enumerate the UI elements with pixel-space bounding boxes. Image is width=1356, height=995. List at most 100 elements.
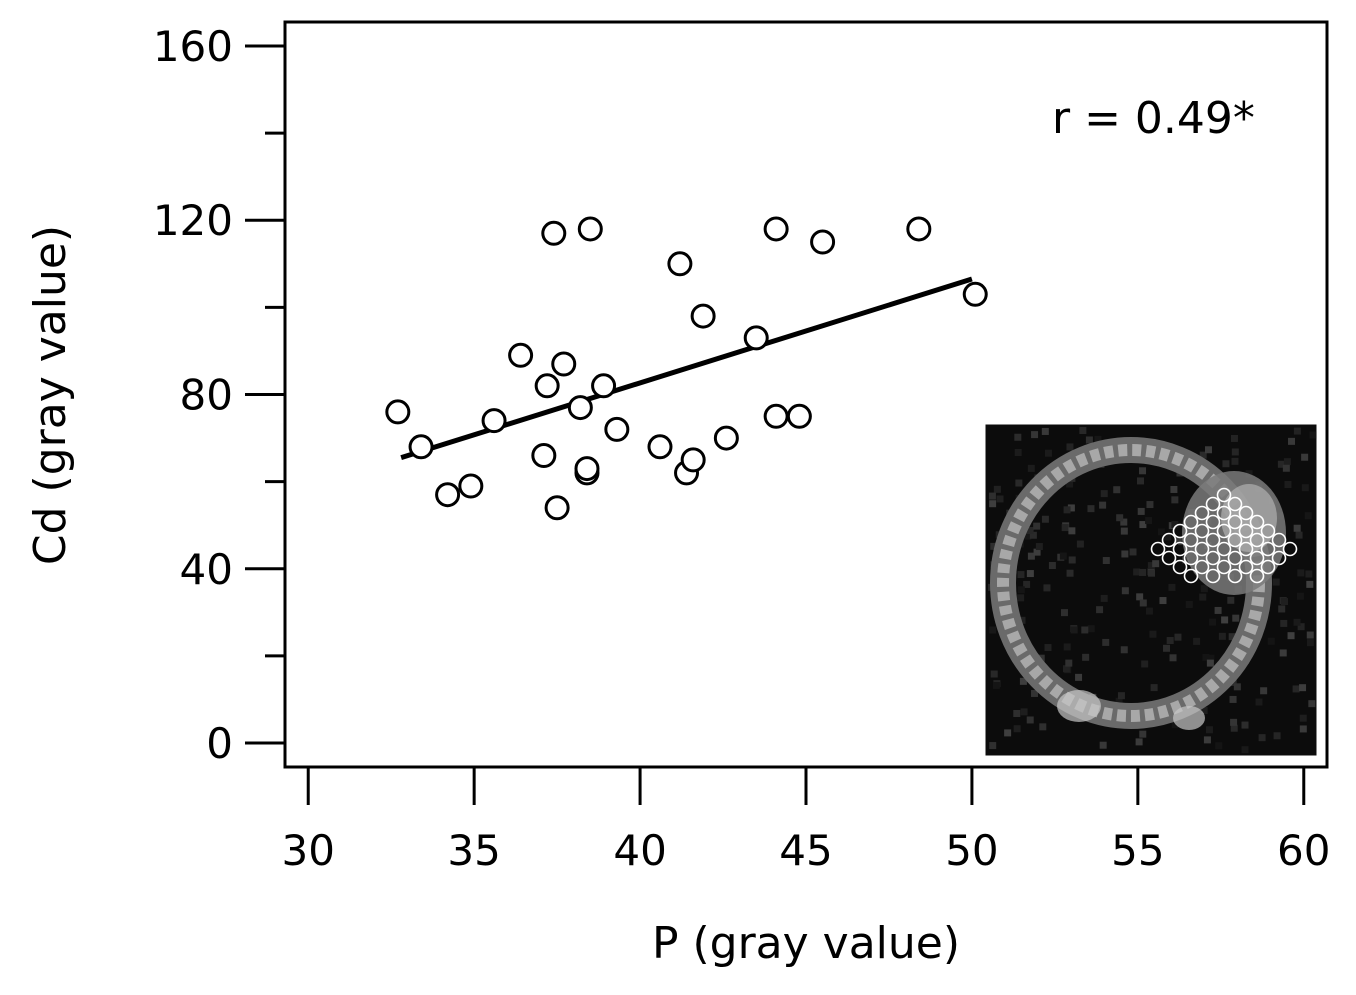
inset-noise [992, 681, 1000, 689]
inset-noise [1277, 460, 1285, 468]
inset-roi-marker [1227, 514, 1243, 530]
inset-noise [1200, 585, 1208, 593]
inset-noise [1306, 639, 1314, 647]
inset-noise [1241, 721, 1249, 729]
inset-noise [1100, 594, 1108, 602]
inset-roi-marker [1183, 514, 1199, 530]
inset-noise [1024, 532, 1032, 540]
y-axis: 0 40 80 120 160 [153, 22, 285, 768]
inset-noise [1159, 597, 1167, 605]
data-point [680, 447, 706, 473]
inset-noise [1137, 477, 1145, 485]
inset-noise [1102, 638, 1110, 646]
data-point [531, 442, 557, 468]
inset-noise [1230, 724, 1238, 732]
inset-noise [1133, 568, 1141, 576]
data-point [962, 281, 988, 307]
inset-noise [1288, 437, 1296, 445]
inset-noise [1200, 707, 1208, 715]
inset-noise [1139, 568, 1147, 576]
inset-bright-spot [1173, 706, 1205, 730]
inset-noise [1026, 570, 1034, 578]
y-tick-label: 160 [153, 22, 233, 71]
inset-noise [990, 670, 998, 678]
inset-noise [993, 485, 1001, 493]
data-point [690, 303, 716, 329]
inset-roi-marker [1205, 496, 1221, 512]
x-tick-label: 45 [779, 826, 832, 875]
inset-noise [1139, 467, 1147, 475]
inset-noise [1085, 436, 1093, 444]
inset-noise [1150, 684, 1158, 692]
inset-noise [1292, 685, 1300, 693]
data-point [591, 373, 617, 399]
inset-roi-marker [1205, 568, 1221, 584]
inset-roi-marker [1194, 523, 1210, 539]
inset-noise [1309, 431, 1317, 439]
inset-noise [1096, 606, 1104, 614]
inset-noise [1174, 536, 1182, 544]
inset-roi-marker [1161, 532, 1177, 548]
data-points [385, 216, 988, 521]
inset-noise [1148, 569, 1156, 577]
inset-roi-marker [1183, 568, 1199, 584]
inset-noise [1035, 543, 1043, 551]
data-point [667, 251, 693, 277]
y-tick-label: 120 [153, 196, 233, 245]
x-axis-title: P (gray value) [652, 918, 960, 969]
inset-roi-marker [1216, 523, 1232, 539]
inset-noise [1099, 741, 1107, 749]
inset-noise [1185, 600, 1193, 608]
inset-noise [1228, 633, 1236, 641]
inset-noise [1066, 569, 1074, 577]
data-point [577, 216, 603, 242]
inset-noise [1297, 569, 1305, 577]
inset-noise [1295, 531, 1303, 539]
x-tick-label: 40 [613, 826, 666, 875]
inset-noise [1287, 632, 1295, 640]
inset-noise [1205, 726, 1213, 734]
inset-noise [1013, 725, 1021, 733]
inset-noise [1169, 654, 1177, 662]
inset-noise [1293, 427, 1301, 435]
inset-noise [1199, 593, 1207, 601]
inset-roi-marker [1249, 514, 1265, 530]
data-point [385, 399, 411, 425]
inset-noise [1280, 598, 1288, 606]
inset-roi-marker [1260, 523, 1276, 539]
inset-noise [1168, 583, 1176, 591]
inset-noise [1305, 570, 1313, 578]
y-tick-label: 40 [180, 545, 233, 594]
inset-roi-marker [1249, 550, 1265, 566]
inset-noise [1157, 528, 1165, 536]
inset-roi-marker [1238, 523, 1254, 539]
inset-noise [1260, 687, 1268, 695]
inset-noise [1102, 557, 1110, 565]
inset-noise [1199, 451, 1207, 459]
inset-noise [1171, 496, 1179, 504]
inset-noise [989, 626, 997, 634]
inset-noise [1060, 609, 1068, 617]
data-point [604, 416, 630, 442]
data-point [435, 482, 461, 508]
inset-noise [1115, 697, 1123, 705]
inset-noise [1258, 734, 1266, 742]
inset-noise [1065, 659, 1073, 667]
inset-noise [1137, 507, 1145, 515]
data-point [481, 408, 507, 434]
inset-roi-marker [1271, 532, 1287, 548]
inset-noise [1041, 515, 1049, 523]
x-tick-label: 55 [1111, 826, 1164, 875]
inset-noise [1267, 637, 1275, 645]
inset-noise [1019, 677, 1027, 685]
trendline [400, 276, 973, 461]
inset-noise [1033, 548, 1041, 556]
inset-noise [1023, 580, 1031, 588]
data-point [408, 434, 434, 460]
inset-noise [1063, 506, 1071, 514]
inset-noise [1293, 618, 1301, 626]
inset-noise [1061, 524, 1069, 532]
inset-noise [1171, 520, 1179, 528]
inset-noise [1116, 514, 1124, 522]
inset-roi-marker [1238, 505, 1254, 521]
